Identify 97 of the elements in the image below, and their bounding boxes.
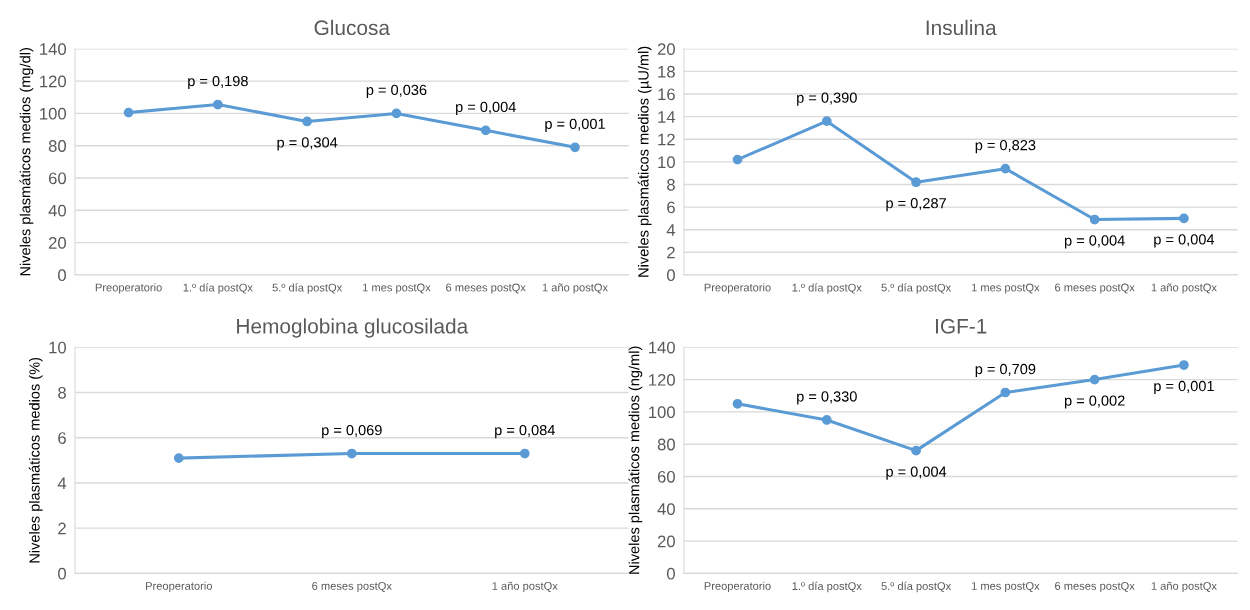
point xyxy=(1089,214,1100,225)
x-tick-label: Preoperatorio xyxy=(95,283,162,294)
annotation: p = 0,198 xyxy=(188,75,248,90)
y-tick-label: 100 xyxy=(649,406,675,419)
annotation: p = 0,823 xyxy=(975,140,1036,154)
y-tick-label: 80 xyxy=(48,140,67,152)
y-tick-label: 6 xyxy=(667,201,675,214)
point xyxy=(302,116,313,127)
point xyxy=(1179,360,1189,370)
annotation: p = 0,330 xyxy=(797,391,857,405)
annotation: p = 0,069 xyxy=(322,424,382,439)
y-tick-label: 2 xyxy=(667,246,675,259)
annotation: p = 0,004 xyxy=(456,101,516,115)
x-tick-label: 1 año postQx xyxy=(492,581,558,593)
point xyxy=(123,107,134,118)
point xyxy=(821,116,832,127)
y-axis-title: Niveles plasmáticos medios (mg/dl) xyxy=(19,48,34,276)
annotation: p = 0,084 xyxy=(495,424,555,439)
y-tick-label: 10 xyxy=(49,341,67,354)
annotation: p = 0,001 xyxy=(1154,380,1214,395)
y-tick-label: 80 xyxy=(657,438,675,451)
y-tick-label: 100 xyxy=(40,107,67,120)
x-tick-label: 1 mes postQx xyxy=(971,582,1040,593)
chart-title: Hemoglobina glucosilada xyxy=(237,318,469,338)
x-tick-label: 1 mes postQx xyxy=(971,283,1040,294)
y-tick-label: 140 xyxy=(649,341,675,354)
x-tick-label: 1.º día postQx xyxy=(183,283,253,294)
point xyxy=(480,125,491,136)
y-tick-label: 6 xyxy=(58,432,66,444)
x-tick-label: 6 meses postQx xyxy=(1055,582,1135,593)
chart-title: IGF-1 xyxy=(936,318,987,334)
x-tick-label: Preoperatorio xyxy=(704,581,771,593)
y-tick-label: 140 xyxy=(40,43,67,55)
point xyxy=(212,99,223,110)
annotation: p = 0,304 xyxy=(277,137,338,151)
y-tick-label: 10 xyxy=(658,156,675,169)
point xyxy=(1000,387,1011,398)
point xyxy=(821,415,832,425)
x-tick-label: Preoperatorio xyxy=(704,283,771,294)
y-tick-label: 60 xyxy=(657,470,675,483)
point xyxy=(391,108,402,119)
x-tick-label: 1 mes postQx xyxy=(363,283,431,294)
point xyxy=(1089,374,1100,385)
x-tick-label: Preoperatorio xyxy=(146,581,212,593)
annotation: p = 0,002 xyxy=(1064,395,1125,409)
annotation: p = 0,004 xyxy=(1154,234,1215,248)
chart-title: Glucosa xyxy=(314,19,390,36)
x-tick-label: 1.º día postQx xyxy=(792,283,862,294)
y-tick-label: 40 xyxy=(657,503,675,515)
x-tick-label: 5.º día postQx xyxy=(881,283,952,294)
y-tick-label: 16 xyxy=(658,88,675,101)
y-tick-label: 0 xyxy=(58,567,67,580)
y-tick-label: 20 xyxy=(48,237,67,249)
point xyxy=(1179,213,1189,224)
y-tick-label: 14 xyxy=(658,111,676,123)
y-axis-title: Niveles plasmáticos medios (%) xyxy=(28,357,43,563)
point xyxy=(732,154,743,165)
x-tick-label: 5.º día postQx xyxy=(272,283,343,294)
y-tick-label: 4 xyxy=(57,477,67,489)
y-tick-label: 0 xyxy=(666,269,675,282)
y-tick-label: 40 xyxy=(48,204,67,217)
y-tick-label: 120 xyxy=(40,75,67,88)
x-tick-label: 1 año postQx xyxy=(542,283,608,294)
chart-title: Insulina xyxy=(926,19,997,36)
annotation: p = 0,709 xyxy=(975,363,1036,378)
y-tick-label: 60 xyxy=(48,172,67,185)
x-tick-label: 1 año postQx xyxy=(1151,581,1217,593)
x-tick-label: 6 meses postQx xyxy=(1055,283,1135,294)
annotation: p = 0,287 xyxy=(886,198,946,212)
point xyxy=(911,445,921,456)
y-tick-label: 4 xyxy=(666,224,676,236)
annotation: p = 0,001 xyxy=(545,118,605,132)
annotation: p = 0,390 xyxy=(797,92,857,106)
y-tick-label: 0 xyxy=(666,567,675,580)
y-tick-label: 20 xyxy=(657,43,675,55)
y-tick-label: 2 xyxy=(58,522,66,535)
point xyxy=(732,398,743,409)
y-axis-title: Niveles plasmáticos medios (µU/ml) xyxy=(637,46,652,277)
point xyxy=(911,177,921,188)
point xyxy=(1000,163,1011,174)
x-tick-label: 5.º día postQx xyxy=(881,581,952,593)
point xyxy=(570,142,580,153)
y-axis-title: Niveles plasmáticos medios (ng/ml) xyxy=(628,346,643,574)
x-tick-label: 1.º día postQx xyxy=(792,581,862,593)
y-tick-label: 0 xyxy=(58,269,67,282)
annotation: p = 0,004 xyxy=(886,466,947,480)
y-tick-label: 8 xyxy=(667,178,675,191)
annotation: p = 0,036 xyxy=(366,84,427,98)
y-tick-label: 8 xyxy=(58,386,66,399)
x-tick-label: 6 meses postQx xyxy=(446,283,526,294)
y-tick-label: 18 xyxy=(658,65,675,78)
y-tick-label: 120 xyxy=(649,373,675,386)
annotation: p = 0,004 xyxy=(1064,235,1125,249)
x-tick-label: 6 meses postQx xyxy=(312,582,392,593)
y-tick-label: 20 xyxy=(657,535,675,548)
y-tick-label: 12 xyxy=(658,133,675,146)
x-tick-label: 1 año postQx xyxy=(1151,283,1217,294)
